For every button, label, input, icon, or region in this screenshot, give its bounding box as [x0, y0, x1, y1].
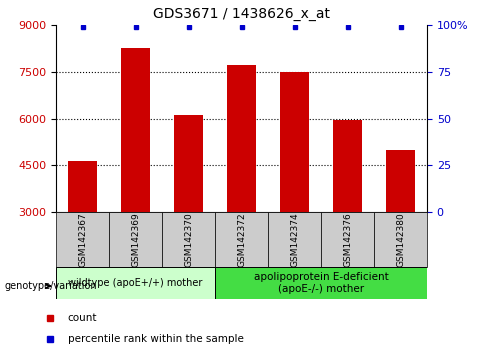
- Bar: [215, 212, 268, 267]
- Title: GDS3671 / 1438626_x_at: GDS3671 / 1438626_x_at: [153, 7, 330, 21]
- Bar: [174, 115, 203, 212]
- Bar: [162, 212, 215, 267]
- Text: GSM142367: GSM142367: [78, 212, 87, 267]
- Bar: [268, 212, 321, 267]
- Bar: [56, 267, 215, 299]
- Text: apolipoprotein E-deficient
(apoE-/-) mother: apolipoprotein E-deficient (apoE-/-) mot…: [254, 272, 388, 294]
- Bar: [280, 72, 309, 212]
- Bar: [109, 212, 162, 267]
- Bar: [121, 48, 150, 212]
- Bar: [321, 212, 374, 267]
- Bar: [333, 120, 362, 212]
- Text: GSM142376: GSM142376: [343, 212, 352, 267]
- Bar: [56, 212, 109, 267]
- Bar: [227, 65, 256, 212]
- Bar: [374, 212, 427, 267]
- Text: GSM142372: GSM142372: [237, 212, 246, 267]
- Bar: [68, 161, 97, 212]
- Bar: [215, 267, 427, 299]
- Bar: [386, 150, 415, 212]
- Text: GSM142374: GSM142374: [290, 212, 299, 267]
- Text: wildtype (apoE+/+) mother: wildtype (apoE+/+) mother: [68, 278, 203, 288]
- Text: count: count: [68, 313, 97, 323]
- Text: GSM142380: GSM142380: [396, 212, 405, 267]
- Text: GSM142370: GSM142370: [184, 212, 193, 267]
- Text: GSM142369: GSM142369: [131, 212, 140, 267]
- Text: genotype/variation: genotype/variation: [5, 281, 98, 291]
- Text: percentile rank within the sample: percentile rank within the sample: [68, 334, 244, 344]
